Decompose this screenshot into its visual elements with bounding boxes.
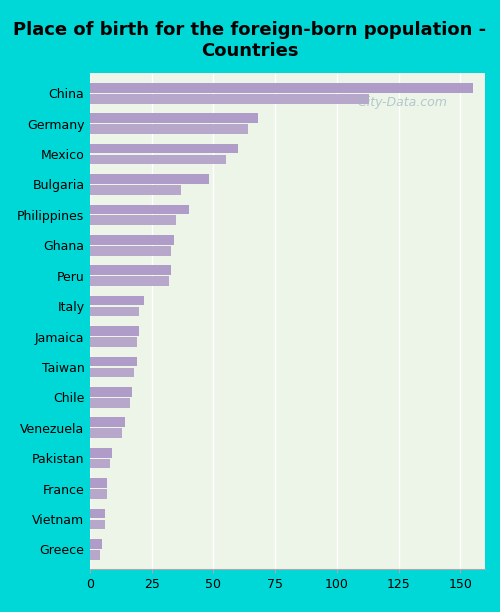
Bar [90, 185, 182, 195]
Bar [90, 266, 172, 275]
Bar [90, 428, 122, 438]
Bar [90, 174, 208, 184]
Text: Place of birth for the foreign-born population -
Countries: Place of birth for the foreign-born popu… [14, 21, 486, 60]
Bar [90, 83, 472, 92]
Bar [90, 489, 108, 499]
Bar [90, 276, 169, 286]
Bar [90, 296, 144, 305]
Bar [90, 357, 137, 367]
Bar [90, 337, 137, 347]
Bar [90, 509, 105, 518]
Bar [90, 113, 258, 123]
Bar [90, 144, 238, 154]
Bar [90, 368, 134, 377]
Bar [90, 539, 102, 549]
Bar [90, 307, 140, 316]
Bar [90, 459, 110, 469]
Bar [90, 478, 108, 488]
Bar [90, 550, 100, 560]
Bar [90, 204, 189, 214]
Bar [90, 215, 176, 225]
Bar [90, 246, 172, 256]
Bar [90, 417, 124, 427]
Text: City-Data.com: City-Data.com [350, 95, 446, 109]
Bar [90, 398, 130, 408]
Bar [90, 387, 132, 397]
Bar [90, 94, 369, 103]
Bar [90, 235, 174, 245]
Bar [90, 326, 140, 336]
Bar [90, 520, 105, 529]
Bar [90, 124, 248, 134]
Bar [90, 448, 112, 458]
Bar [90, 155, 226, 165]
